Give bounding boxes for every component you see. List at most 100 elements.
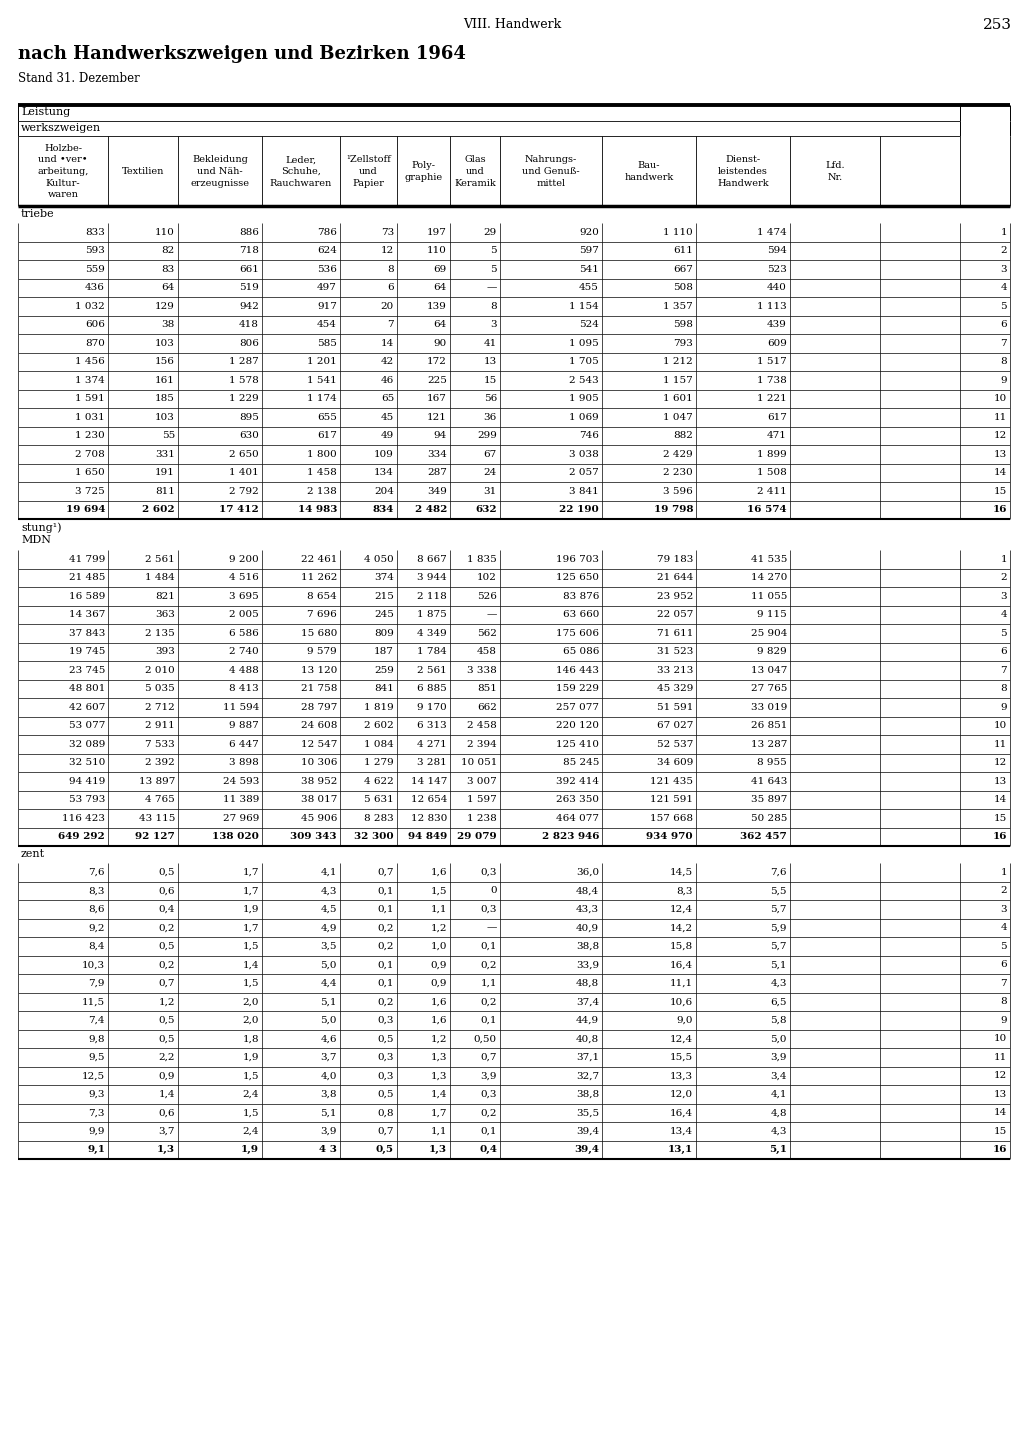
Text: 6: 6 [1000, 648, 1007, 656]
Text: 175 606: 175 606 [556, 629, 599, 638]
Text: 1 456: 1 456 [75, 357, 105, 366]
Text: 13 120: 13 120 [301, 665, 337, 675]
Text: 2,4: 2,4 [243, 1090, 259, 1099]
Text: 4,6: 4,6 [321, 1034, 337, 1043]
Text: 2 823 946: 2 823 946 [542, 833, 599, 842]
Text: 14 270: 14 270 [751, 573, 787, 583]
Text: 8 654: 8 654 [307, 591, 337, 600]
Text: 809: 809 [374, 629, 394, 638]
Text: 8,4: 8,4 [88, 941, 105, 951]
Text: 90: 90 [434, 338, 447, 347]
Text: 41 643: 41 643 [751, 777, 787, 785]
Text: 1 784: 1 784 [417, 648, 447, 656]
Text: 1,1: 1,1 [480, 979, 497, 988]
Text: 594: 594 [767, 246, 787, 256]
Text: 882: 882 [673, 431, 693, 440]
Text: 1 357: 1 357 [664, 302, 693, 311]
Text: 886: 886 [240, 228, 259, 237]
Text: 1 287: 1 287 [229, 357, 259, 366]
Text: 0,9: 0,9 [430, 979, 447, 988]
Text: 1,7: 1,7 [243, 868, 259, 876]
Text: 20: 20 [381, 302, 394, 311]
Text: 92 127: 92 127 [135, 833, 175, 842]
Text: 349: 349 [427, 487, 447, 496]
Text: 4,9: 4,9 [321, 923, 337, 933]
Text: 436: 436 [85, 283, 105, 292]
Text: nach Handwerkszweigen und Bezirken 1964: nach Handwerkszweigen und Bezirken 1964 [18, 45, 466, 64]
Text: Leistung: Leistung [22, 107, 71, 117]
Text: 167: 167 [427, 395, 447, 403]
Text: 31: 31 [483, 487, 497, 496]
Text: 917: 917 [317, 302, 337, 311]
Text: 35,5: 35,5 [575, 1108, 599, 1118]
Text: 2 712: 2 712 [145, 703, 175, 711]
Text: 0,1: 0,1 [378, 960, 394, 969]
Text: 64: 64 [434, 320, 447, 330]
Text: 1,5: 1,5 [243, 1108, 259, 1118]
Text: 9: 9 [1000, 1015, 1007, 1025]
Text: 40,9: 40,9 [575, 923, 599, 933]
Text: 12 830: 12 830 [411, 814, 447, 823]
Text: 42 607: 42 607 [69, 703, 105, 711]
Text: 36,0: 36,0 [575, 868, 599, 876]
Text: 7 533: 7 533 [145, 740, 175, 749]
Text: 13: 13 [993, 450, 1007, 458]
Text: 5 035: 5 035 [145, 684, 175, 693]
Text: 156: 156 [155, 357, 175, 366]
Text: 374: 374 [374, 573, 394, 583]
Text: 5,7: 5,7 [770, 905, 787, 914]
Text: 1 279: 1 279 [365, 758, 394, 768]
Text: 1,1: 1,1 [430, 1126, 447, 1135]
Text: 10 051: 10 051 [461, 758, 497, 768]
Text: 11: 11 [993, 740, 1007, 749]
Text: werkszweigen: werkszweigen [22, 123, 101, 133]
Text: 1,7: 1,7 [430, 1108, 447, 1118]
Text: 1: 1 [1000, 228, 1007, 237]
Text: 11: 11 [993, 1053, 1007, 1061]
Text: 125 650: 125 650 [556, 573, 599, 583]
Text: 1,6: 1,6 [430, 868, 447, 876]
Text: 1,4: 1,4 [243, 960, 259, 969]
Text: 1 047: 1 047 [664, 412, 693, 422]
Text: 4 488: 4 488 [229, 665, 259, 675]
Text: 1,0: 1,0 [430, 941, 447, 951]
Text: 0,9: 0,9 [159, 1071, 175, 1080]
Text: 0,1: 0,1 [378, 979, 394, 988]
Text: 440: 440 [767, 283, 787, 292]
Text: 5: 5 [1000, 302, 1007, 311]
Text: 0,5: 0,5 [378, 1090, 394, 1099]
Text: 32,7: 32,7 [575, 1071, 599, 1080]
Text: 519: 519 [240, 283, 259, 292]
Text: 38 952: 38 952 [301, 777, 337, 785]
Text: 497: 497 [317, 283, 337, 292]
Text: 14: 14 [993, 795, 1007, 804]
Text: 39,4: 39,4 [575, 1126, 599, 1135]
Text: 26 851: 26 851 [751, 722, 787, 730]
Text: 1 174: 1 174 [307, 395, 337, 403]
Text: 13: 13 [483, 357, 497, 366]
Text: 14: 14 [993, 1108, 1007, 1118]
Text: 33,9: 33,9 [575, 960, 599, 969]
Text: 55: 55 [162, 431, 175, 440]
Text: 1,5: 1,5 [243, 941, 259, 951]
Text: 5,7: 5,7 [770, 941, 787, 951]
Text: 48,4: 48,4 [575, 886, 599, 895]
Text: 2 392: 2 392 [145, 758, 175, 768]
Text: 12 547: 12 547 [301, 740, 337, 749]
Text: 2 135: 2 135 [145, 629, 175, 638]
Text: 1 738: 1 738 [758, 376, 787, 385]
Text: 0,2: 0,2 [378, 998, 394, 1006]
Text: 895: 895 [240, 412, 259, 422]
Text: 1 069: 1 069 [569, 412, 599, 422]
Text: 15,8: 15,8 [670, 941, 693, 951]
Text: 0,2: 0,2 [159, 960, 175, 969]
Text: 10: 10 [993, 722, 1007, 730]
Text: 5,1: 5,1 [769, 1145, 787, 1154]
Text: 3,8: 3,8 [321, 1090, 337, 1099]
Text: 15,5: 15,5 [670, 1053, 693, 1061]
Text: 2 458: 2 458 [467, 722, 497, 730]
Text: 4: 4 [1000, 923, 1007, 933]
Text: 3: 3 [1000, 905, 1007, 914]
Text: 562: 562 [477, 629, 497, 638]
Text: 455: 455 [580, 283, 599, 292]
